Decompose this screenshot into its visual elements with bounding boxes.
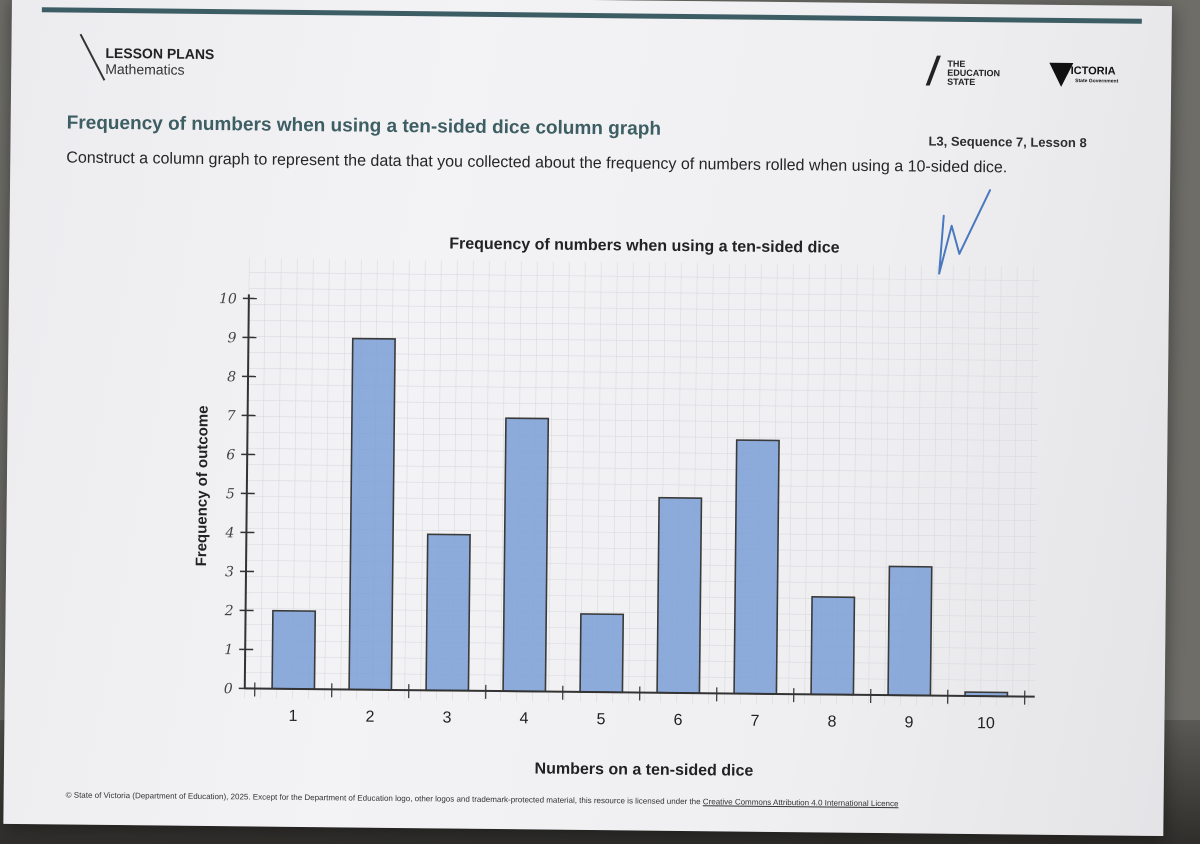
chart-title: Frequency of numbers when using a ten-si… [449,236,840,257]
bar-2 [348,337,396,691]
lesson-reference: L3, Sequence 7, Lesson 8 [928,133,1087,151]
y-tick-label: 1 [224,642,233,658]
axes-group: 0 1 2 3 4 5 6 7 8 9 10 1 2 3 4 5 6 7 8 9 10 [219,291,1035,732]
y-tick-label: 7 [227,408,236,424]
victoria-logo-text: VICTORIA [1063,64,1116,78]
x-tick-label: 2 [365,709,374,726]
bar-7 [733,439,780,695]
header-rule [41,7,1142,24]
y-tick-label: 0 [224,681,233,697]
x-tick-label: 10 [977,715,995,732]
bar-3 [425,533,471,692]
licence-link[interactable]: Creative Commons Attribution 4.0 Interna… [702,797,899,809]
y-axis-line [243,294,250,689]
grid-line-vertical [980,266,986,707]
grid-line-horizontal [249,272,1040,281]
y-tick-label: 3 [225,564,234,580]
grid-line-vertical [804,264,810,705]
grid-line-vertical [884,265,890,706]
bar-1 [271,609,317,690]
grid-line-vertical [628,262,634,703]
bars-group [271,337,1009,698]
grid-line-vertical [1012,266,1018,707]
grid-line-vertical [564,261,570,702]
bar-6 [656,496,703,694]
grid-line-horizontal [248,320,1039,329]
x-tick-label: 6 [673,712,682,729]
brand-title: LESSON PLANS [105,44,215,63]
grid-line-vertical [964,265,970,706]
grid-line-vertical [932,265,938,706]
x-axis-label: Numbers on a ten-sided dice [534,760,753,779]
x-tick-label: 3 [442,709,451,726]
y-tick-label: 10 [219,291,237,307]
instructions-text: Construct a column graph to represent th… [66,149,1008,177]
y-tick-label: 5 [226,486,235,502]
brand-slash-mark [79,33,106,81]
victoria-logo-subtext: State Government [1075,78,1119,85]
grid-line-vertical [340,259,346,700]
grid-line-vertical [324,259,330,700]
grid-line-vertical [420,260,426,701]
grid-line-vertical [404,260,410,701]
bar-4 [502,417,550,693]
bar-8 [810,596,856,696]
y-tick-label: 8 [227,369,236,385]
copyright-footer: © State of Victoria (Department of Educa… [66,791,899,809]
x-tick-label: 1 [288,708,297,725]
grid-line-vertical [484,260,490,701]
x-tick-label: 5 [596,711,605,728]
x-tick-label: 4 [519,710,528,727]
brand-subject: Mathematics [105,60,185,78]
grid-line-vertical [788,264,794,705]
logo-group: THE EDUCATION STATE VICTORIA State Gover… [925,55,1118,102]
copyright-text: © State of Victoria (Department of Educa… [65,790,701,807]
grid-line-vertical [548,261,554,702]
page-title: Frequency of numbers when using a ten-si… [66,112,662,140]
grid-line-horizontal [248,304,1039,313]
y-tick-label: 6 [226,447,235,463]
column-chart: Frequency of numbers when using a ten-si… [193,236,1040,780]
grid-line-vertical [948,265,954,706]
grid-line-horizontal [248,336,1039,345]
y-tick-label: 9 [227,330,236,346]
grid-line-vertical [996,266,1002,707]
grid-line-vertical [500,261,506,702]
grid-line-vertical [724,263,730,704]
grid-line-vertical [260,258,266,699]
grid-line-vertical [708,263,714,704]
grid-line-vertical [868,264,874,705]
x-tick-label: 9 [904,714,913,731]
education-logo-line3: STATE [947,76,976,88]
y-tick-label: 4 [224,525,234,541]
bar-9 [887,565,933,697]
x-tick-label: 8 [827,714,836,731]
y-axis-label: Frequency of outcome [193,405,212,566]
teacher-checkmark-icon [938,189,992,275]
bar-5 [579,613,625,694]
worksheet-paper: LESSON PLANS Mathematics THE EDUCATION S… [3,0,1172,837]
x-tick-label: 7 [750,713,759,730]
grid-line-vertical [644,262,650,703]
grid-line-vertical [1028,266,1034,707]
grid-line-horizontal [248,288,1039,297]
y-tick-label: 2 [224,603,234,619]
